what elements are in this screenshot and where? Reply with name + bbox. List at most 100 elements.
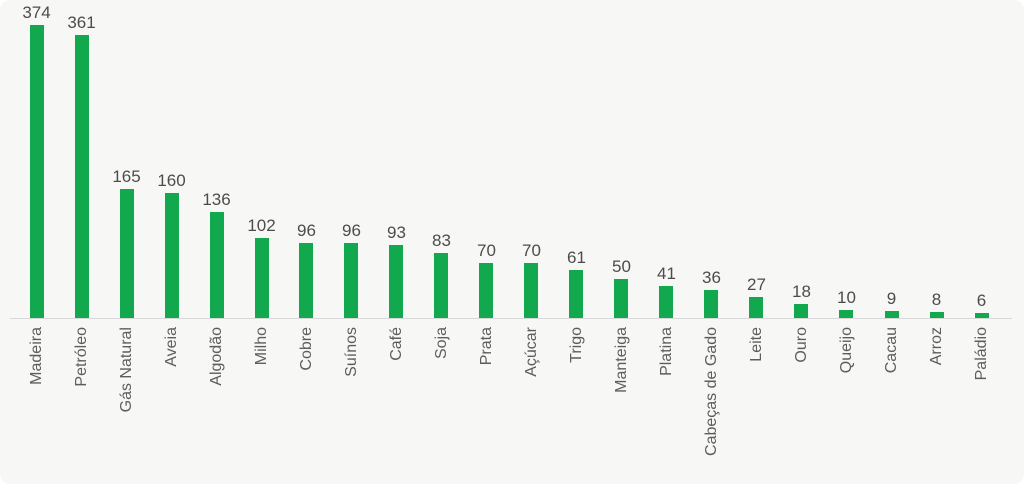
bar-column: 8 Arroz: [914, 0, 959, 456]
bar-column: 41 Platina: [644, 0, 689, 456]
bar-stack: 41: [657, 0, 676, 318]
bar-value-label: 27: [747, 274, 766, 294]
bar-stack: 102: [247, 0, 276, 318]
bar-column: 70 Prata: [464, 0, 509, 456]
bar-stack: 374: [22, 0, 51, 318]
bar-columns: 374 Madeira 361 Petróleo 165 Gás Natural…: [14, 0, 1004, 456]
bar-stack: 96: [342, 0, 361, 318]
bar-stack: 27: [747, 0, 766, 318]
category-label: Queijo: [837, 327, 855, 374]
bar-value-label: 70: [477, 241, 496, 261]
bar: [794, 303, 809, 318]
bar-value-label: 70: [522, 241, 541, 261]
bar-column: 96 Cobre: [284, 0, 329, 456]
bar: [839, 310, 854, 318]
bar-value-label: 93: [387, 223, 406, 243]
bar-value-label: 36: [702, 267, 721, 287]
category-label: Paládio: [972, 327, 990, 381]
bar-value-label: 102: [247, 216, 276, 236]
bar: [299, 242, 314, 318]
bar: [479, 263, 494, 318]
bar: [434, 253, 449, 318]
bar-stack: 165: [112, 0, 141, 318]
category-label: Platina: [657, 327, 675, 376]
bar-stack: 8: [929, 0, 944, 318]
category-label: Açúcar: [522, 327, 540, 377]
category-label: Aveia: [162, 327, 180, 367]
category-label: Gás Natural: [117, 327, 135, 413]
bar-column: 96 Suínos: [329, 0, 374, 456]
bar: [164, 192, 179, 318]
bar-stack: 160: [157, 0, 186, 318]
bar-value-label: 160: [157, 170, 186, 190]
bar-column: 18 Ouro: [779, 0, 824, 456]
bar-column: 361 Petróleo: [59, 0, 104, 456]
bar: [974, 313, 989, 318]
bar-value-label: 61: [567, 248, 586, 268]
bar: [569, 270, 584, 318]
bar-column: 27 Leite: [734, 0, 779, 456]
category-label: Cobre: [297, 327, 315, 371]
category-label: Leite: [747, 327, 765, 362]
bar-column: 9 Cacau: [869, 0, 914, 456]
bar-value-label: 18: [792, 281, 811, 301]
bar-value-label: 83: [432, 231, 451, 250]
bar-column: 165 Gás Natural: [104, 0, 149, 456]
bar: [389, 245, 404, 318]
bar-value-label: 96: [342, 220, 361, 240]
bar-stack: 50: [612, 0, 631, 318]
bar: [659, 285, 674, 318]
bar: [29, 25, 44, 318]
bar-value-label: 10: [837, 288, 856, 308]
bar-stack: 61: [567, 0, 586, 318]
bar-value-label: 50: [612, 256, 631, 276]
bar-column: 70 Açúcar: [509, 0, 554, 456]
bar: [254, 238, 269, 318]
bar-value-label: 41: [657, 263, 676, 283]
bar-column: 50 Manteiga: [599, 0, 644, 456]
bar-value-label: 374: [22, 3, 51, 22]
bar: [704, 289, 719, 318]
category-label: Prata: [477, 327, 495, 366]
bar-value-label: 96: [297, 220, 316, 240]
category-label: Ouro: [792, 327, 810, 363]
bar: [74, 35, 89, 318]
bar-value-label: 165: [112, 166, 141, 186]
category-label: Manteiga: [612, 327, 630, 393]
bar-column: 160 Aveia: [149, 0, 194, 456]
bar: [884, 310, 899, 318]
category-label: Café: [387, 327, 405, 361]
category-label: Arroz: [927, 327, 945, 366]
bar: [209, 211, 224, 318]
category-label: Soja: [432, 327, 450, 360]
category-label: Algodão: [207, 327, 225, 386]
bar-stack: 96: [297, 0, 316, 318]
bar-stack: 18: [792, 0, 811, 318]
bar-column: 83 Soja: [419, 0, 464, 456]
bar-column: 93 Café: [374, 0, 419, 456]
bar-column: 61 Trigo: [554, 0, 599, 456]
bar-stack: 83: [432, 0, 451, 318]
bar-stack: 93: [387, 0, 406, 318]
bar: [614, 278, 629, 318]
bar-column: 36 Cabeças de Gado: [689, 0, 734, 456]
bar: [749, 296, 764, 318]
bar-stack: 361: [67, 0, 96, 318]
category-label: Trigo: [567, 327, 585, 363]
bar-stack: 10: [837, 0, 856, 318]
category-label: Milho: [252, 327, 270, 366]
category-label: Madeira: [27, 327, 45, 385]
bar-column: 102 Milho: [239, 0, 284, 456]
bar-value-label: 136: [202, 189, 231, 209]
bar-stack: 36: [702, 0, 721, 318]
category-label: Suínos: [342, 327, 360, 377]
bar-stack: 136: [202, 0, 231, 318]
bar-stack: 9: [884, 0, 899, 318]
category-label: Petróleo: [72, 327, 90, 387]
bar-column: 136 Algodão: [194, 0, 239, 456]
bar-value-label: 9: [886, 288, 897, 308]
category-label: Cabeças de Gado: [702, 327, 720, 456]
bar: [119, 188, 134, 318]
bar-stack: 70: [522, 0, 541, 318]
